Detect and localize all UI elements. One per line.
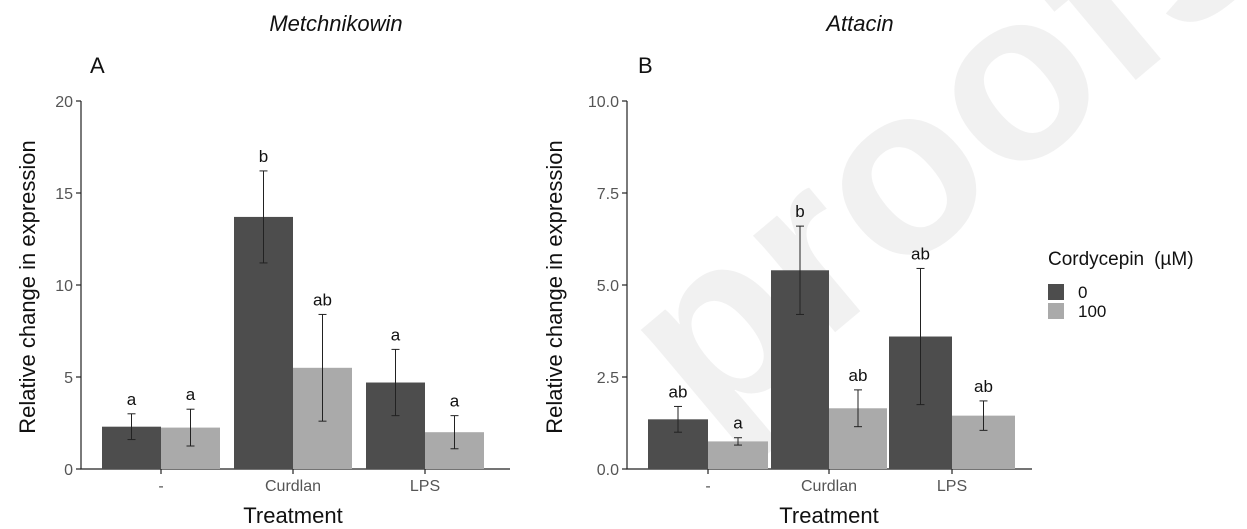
- panel-b-bar-none-100-significance-label: a: [733, 414, 743, 433]
- panel-b-title: Attacin: [824, 11, 893, 36]
- panel-b-bar-lps-0-significance-label: ab: [911, 244, 930, 263]
- panel-a-ytick-label: 20: [55, 94, 73, 111]
- panel-b-bar-none-100: [708, 441, 768, 469]
- panel-a-ytick-label: 15: [55, 186, 73, 203]
- panel-a-bar-none-0-significance-label: a: [127, 390, 137, 409]
- legend-title-text: Cordycepin: [1048, 249, 1144, 270]
- panel-b-y-axis-title: Relative change in expression: [542, 140, 567, 434]
- panel-a-bar-curdlan-0-significance-label: b: [259, 147, 268, 166]
- panel-b-xtick-label-none: -: [705, 478, 710, 495]
- panel-a-bar-curdlan-100-significance-label: ab: [313, 290, 332, 309]
- panel-a-xtick-label-curdlan: Curdlan: [265, 478, 321, 495]
- panel-b-ytick-label: 5.0: [597, 278, 619, 295]
- panel-b-bar-curdlan-0-significance-label: b: [795, 202, 804, 221]
- legend-swatch-100: [1048, 303, 1064, 319]
- legend: Cordycepin (µM) 0 100: [1048, 249, 1194, 321]
- panel-b-x-axis-title: Treatment: [779, 503, 878, 528]
- panel-b-ticks: 0.0 2.5 5.0 7.5 10.0 - Curdlan LPS: [588, 94, 967, 495]
- panel-a-xtick-label-lps: LPS: [410, 478, 440, 495]
- legend-label-100: 100: [1078, 302, 1106, 321]
- panel-b-bar-curdlan-100-significance-label: ab: [849, 366, 868, 385]
- panel-a-y-axis-title: Relative change in expression: [15, 140, 40, 434]
- panel-b-ytick-label: 2.5: [597, 370, 619, 387]
- panel-a-title: Metchnikowin: [269, 11, 402, 36]
- panel-b-ytick-label: 10.0: [588, 94, 619, 111]
- panel-b-ytick-label: 0.0: [597, 462, 619, 479]
- panel-a-ytick-label: 5: [64, 370, 73, 387]
- panel-b-letter: B: [638, 53, 653, 78]
- panel-b-bar-none-0-significance-label: ab: [669, 382, 688, 401]
- panel-a-ytick-label: 10: [55, 278, 73, 295]
- panel-a-ticks: 0 5 10 15 20 - Curdlan LPS: [55, 94, 440, 495]
- legend-label-0: 0: [1078, 283, 1087, 302]
- panel-b-ytick-label: 7.5: [597, 186, 619, 203]
- legend-swatch-0: [1048, 284, 1064, 300]
- panel-a-xtick-label-none: -: [158, 478, 163, 495]
- panel-b: Attacin B Relative change in expression …: [542, 11, 1032, 528]
- panel-b-bar-lps-100-significance-label: ab: [974, 377, 993, 396]
- panel-a-bar-lps-0-significance-label: a: [391, 325, 401, 344]
- panel-a-x-axis-title: Treatment: [243, 503, 342, 528]
- legend-unit-text: (µM): [1154, 249, 1193, 270]
- panel-a-letter: A: [90, 53, 105, 78]
- legend-title: Cordycepin (µM): [1048, 249, 1194, 270]
- panel-a-ytick-label: 0: [64, 462, 73, 479]
- panel-a-bar-lps-100-significance-label: a: [450, 392, 460, 411]
- panel-a-bar-none-100-significance-label: a: [186, 385, 196, 404]
- panel-b-xtick-label-lps: LPS: [937, 478, 967, 495]
- panel-a: Metchnikowin A Relative change in expres…: [15, 11, 510, 528]
- panel-b-xtick-label-curdlan: Curdlan: [801, 478, 857, 495]
